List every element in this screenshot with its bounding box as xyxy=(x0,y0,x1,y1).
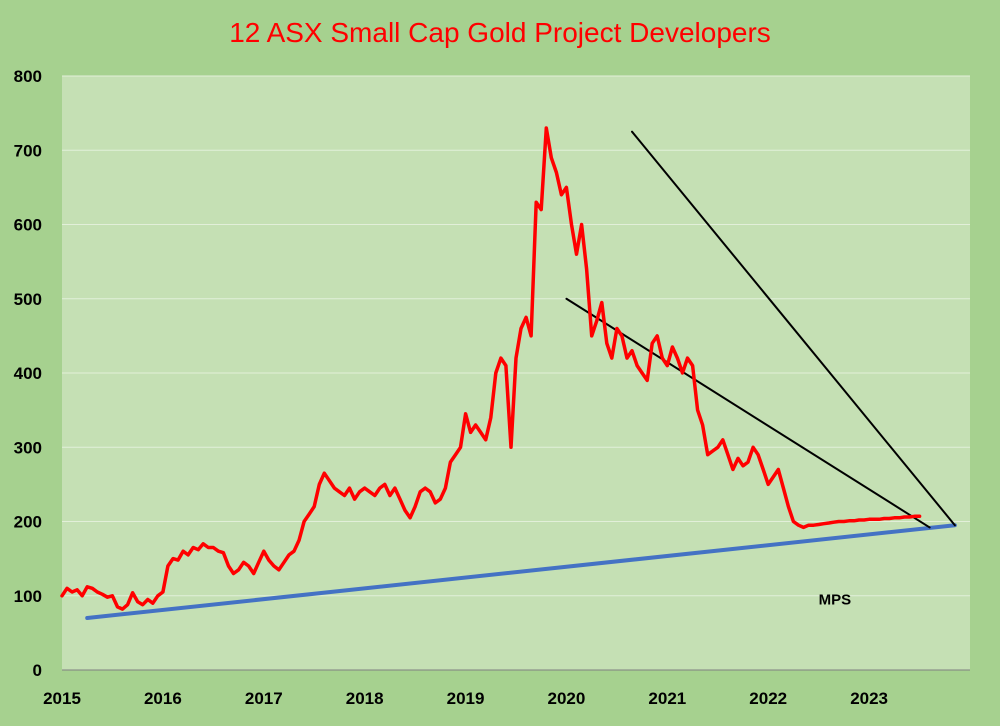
x-tick-label-2015: 2015 xyxy=(43,689,81,708)
y-tick-label-100: 100 xyxy=(14,587,42,606)
y-tick-label-200: 200 xyxy=(14,513,42,532)
x-tick-label-2023: 2023 xyxy=(850,689,888,708)
x-axis: 2015 2016 2017 2018 2019 2020 2021 2022 2023 xyxy=(43,669,970,708)
y-axis: 0 100 200 300 400 500 600 700 800 xyxy=(14,67,42,680)
series-line-1 xyxy=(60,126,922,611)
y-tick-label-600: 600 xyxy=(14,216,42,235)
x-tick-label-2016: 2016 xyxy=(144,689,182,708)
trend-line-1 xyxy=(85,523,957,621)
x-tick-label-2018: 2018 xyxy=(346,689,384,708)
y-tick-label-300: 300 xyxy=(14,438,42,457)
x-tick-label-2022: 2022 xyxy=(749,689,787,708)
chart-title: 12 ASX Small Cap Gold Project Developers xyxy=(229,17,771,48)
x-tick-label-2017: 2017 xyxy=(245,689,283,708)
gridlines xyxy=(62,75,970,597)
y-tick-label-500: 500 xyxy=(14,290,42,309)
trend-lines xyxy=(85,130,957,621)
trend-line-3 xyxy=(565,297,931,529)
x-tick-label-2019: 2019 xyxy=(447,689,485,708)
x-tick-label-2020: 2020 xyxy=(548,689,586,708)
y-tick-label-0: 0 xyxy=(33,661,42,680)
series-layer xyxy=(60,126,922,611)
trend-line-2 xyxy=(631,130,956,527)
x-tick-label-2021: 2021 xyxy=(648,689,686,708)
annotations: MPS xyxy=(819,592,852,609)
y-tick-label-400: 400 xyxy=(14,364,42,383)
y-tick-label-800: 800 xyxy=(14,67,42,86)
y-tick-label-700: 700 xyxy=(14,141,42,160)
annotation-label-1: MPS xyxy=(819,592,852,609)
